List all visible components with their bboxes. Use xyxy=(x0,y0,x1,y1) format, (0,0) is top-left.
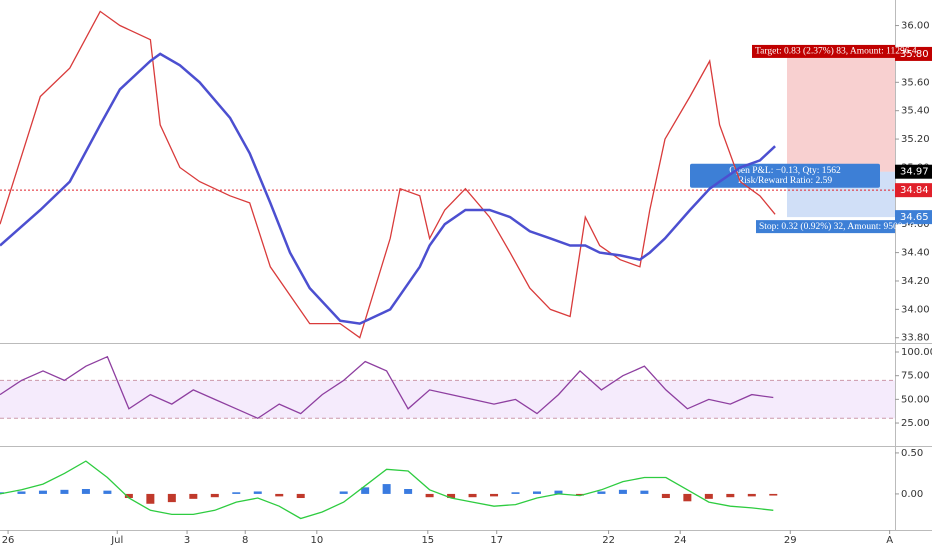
series-line xyxy=(0,52,776,325)
price-label: 34.65 xyxy=(900,212,929,223)
histogram-bar xyxy=(124,493,133,499)
ratio-text: Risk/Reward Ratio: 2.59 xyxy=(738,176,832,186)
x-tick-label: 29 xyxy=(784,535,797,546)
histogram-bar xyxy=(425,493,434,498)
x-tick-label: 8 xyxy=(242,535,248,546)
histogram-bar xyxy=(575,493,584,496)
histogram-bar xyxy=(361,487,370,494)
histogram-bar xyxy=(167,493,176,503)
x-tick-label: A xyxy=(886,535,893,546)
y-tick-label: 50.00 xyxy=(901,394,930,405)
stop-box xyxy=(756,220,895,234)
histogram-bar xyxy=(146,493,155,504)
histogram-bar xyxy=(468,493,477,498)
histogram-bar xyxy=(296,493,305,499)
histogram-bar xyxy=(490,493,499,497)
y-tick-label: 34.40 xyxy=(901,248,930,259)
histogram-bar xyxy=(382,484,391,494)
target-zone xyxy=(787,53,895,172)
histogram-bar xyxy=(704,493,713,499)
x-tick-label: 26 xyxy=(2,535,15,546)
y-tick-label: 25.00 xyxy=(901,418,930,429)
histogram-bar xyxy=(661,493,670,499)
y-tick-label: 34.20 xyxy=(901,276,930,287)
y-tick-label: 0.50 xyxy=(901,448,923,459)
price-label-box xyxy=(895,183,932,198)
y-tick-label: 34.60 xyxy=(901,219,930,230)
series-line xyxy=(0,460,774,520)
y-tick-label: 0.00 xyxy=(901,489,923,500)
series-line xyxy=(0,355,774,420)
histogram-bar xyxy=(511,492,520,494)
histogram-bar xyxy=(447,493,456,499)
y-tick-label: 36.00 xyxy=(901,21,930,32)
histogram-bar xyxy=(769,493,778,496)
histogram-bar xyxy=(683,493,692,502)
histogram-bar xyxy=(747,493,756,497)
histogram-bar xyxy=(404,489,413,494)
price-label: 35.80 xyxy=(900,49,929,60)
histogram-bar xyxy=(275,493,284,497)
x-tick-label: 17 xyxy=(490,535,503,546)
y-tick-label: 100.00 xyxy=(901,347,932,358)
histogram-bar xyxy=(210,493,219,498)
y-tick-label: 35.40 xyxy=(901,106,930,117)
histogram-bar xyxy=(554,490,563,494)
x-tick-label: 24 xyxy=(674,535,687,546)
x-tick-label: 10 xyxy=(310,535,323,546)
price-label-box xyxy=(895,164,932,179)
histogram-bar xyxy=(726,493,735,498)
histogram-bar xyxy=(533,491,541,494)
histogram-bar xyxy=(38,490,47,494)
histogram-bar xyxy=(103,490,112,494)
price-label: 34.97 xyxy=(900,167,929,178)
histogram-bar xyxy=(597,491,606,494)
y-tick-label: 33.80 xyxy=(901,333,930,344)
pnl-text: Open P&L: −0.13, Qty: 1562 xyxy=(729,166,841,176)
x-tick-label: 22 xyxy=(602,535,615,546)
histogram-bar xyxy=(17,491,26,494)
histogram-bar xyxy=(339,491,348,494)
histogram-bar xyxy=(60,489,69,494)
price-label-box xyxy=(895,46,932,61)
y-tick-label: 35.20 xyxy=(901,134,930,145)
rsi-band xyxy=(0,380,895,419)
y-tick-label: 35.60 xyxy=(901,77,930,88)
target-text: Target: 0.83 (2.37%) 83, Amount: 11296.4 xyxy=(755,46,917,57)
histogram-bar xyxy=(189,493,198,499)
price-label: 34.84 xyxy=(900,185,929,196)
price-label-box xyxy=(895,210,932,225)
y-tick-label: 34.00 xyxy=(901,304,930,315)
target-box xyxy=(752,44,895,58)
x-tick-label: Jul xyxy=(110,535,123,546)
y-tick-label: 75.00 xyxy=(901,371,930,382)
histogram-bar xyxy=(232,492,241,494)
histogram-bar xyxy=(253,491,262,494)
stop-text: Stop: 0.32 (0.92%) 32, Amount: 9500.16 xyxy=(759,221,915,232)
x-tick-label: 15 xyxy=(421,535,434,546)
histogram-bar xyxy=(618,489,627,494)
histogram-bar xyxy=(81,489,90,494)
x-tick-label: 3 xyxy=(184,535,190,546)
histogram-bar xyxy=(640,490,649,494)
series-line xyxy=(0,10,776,339)
